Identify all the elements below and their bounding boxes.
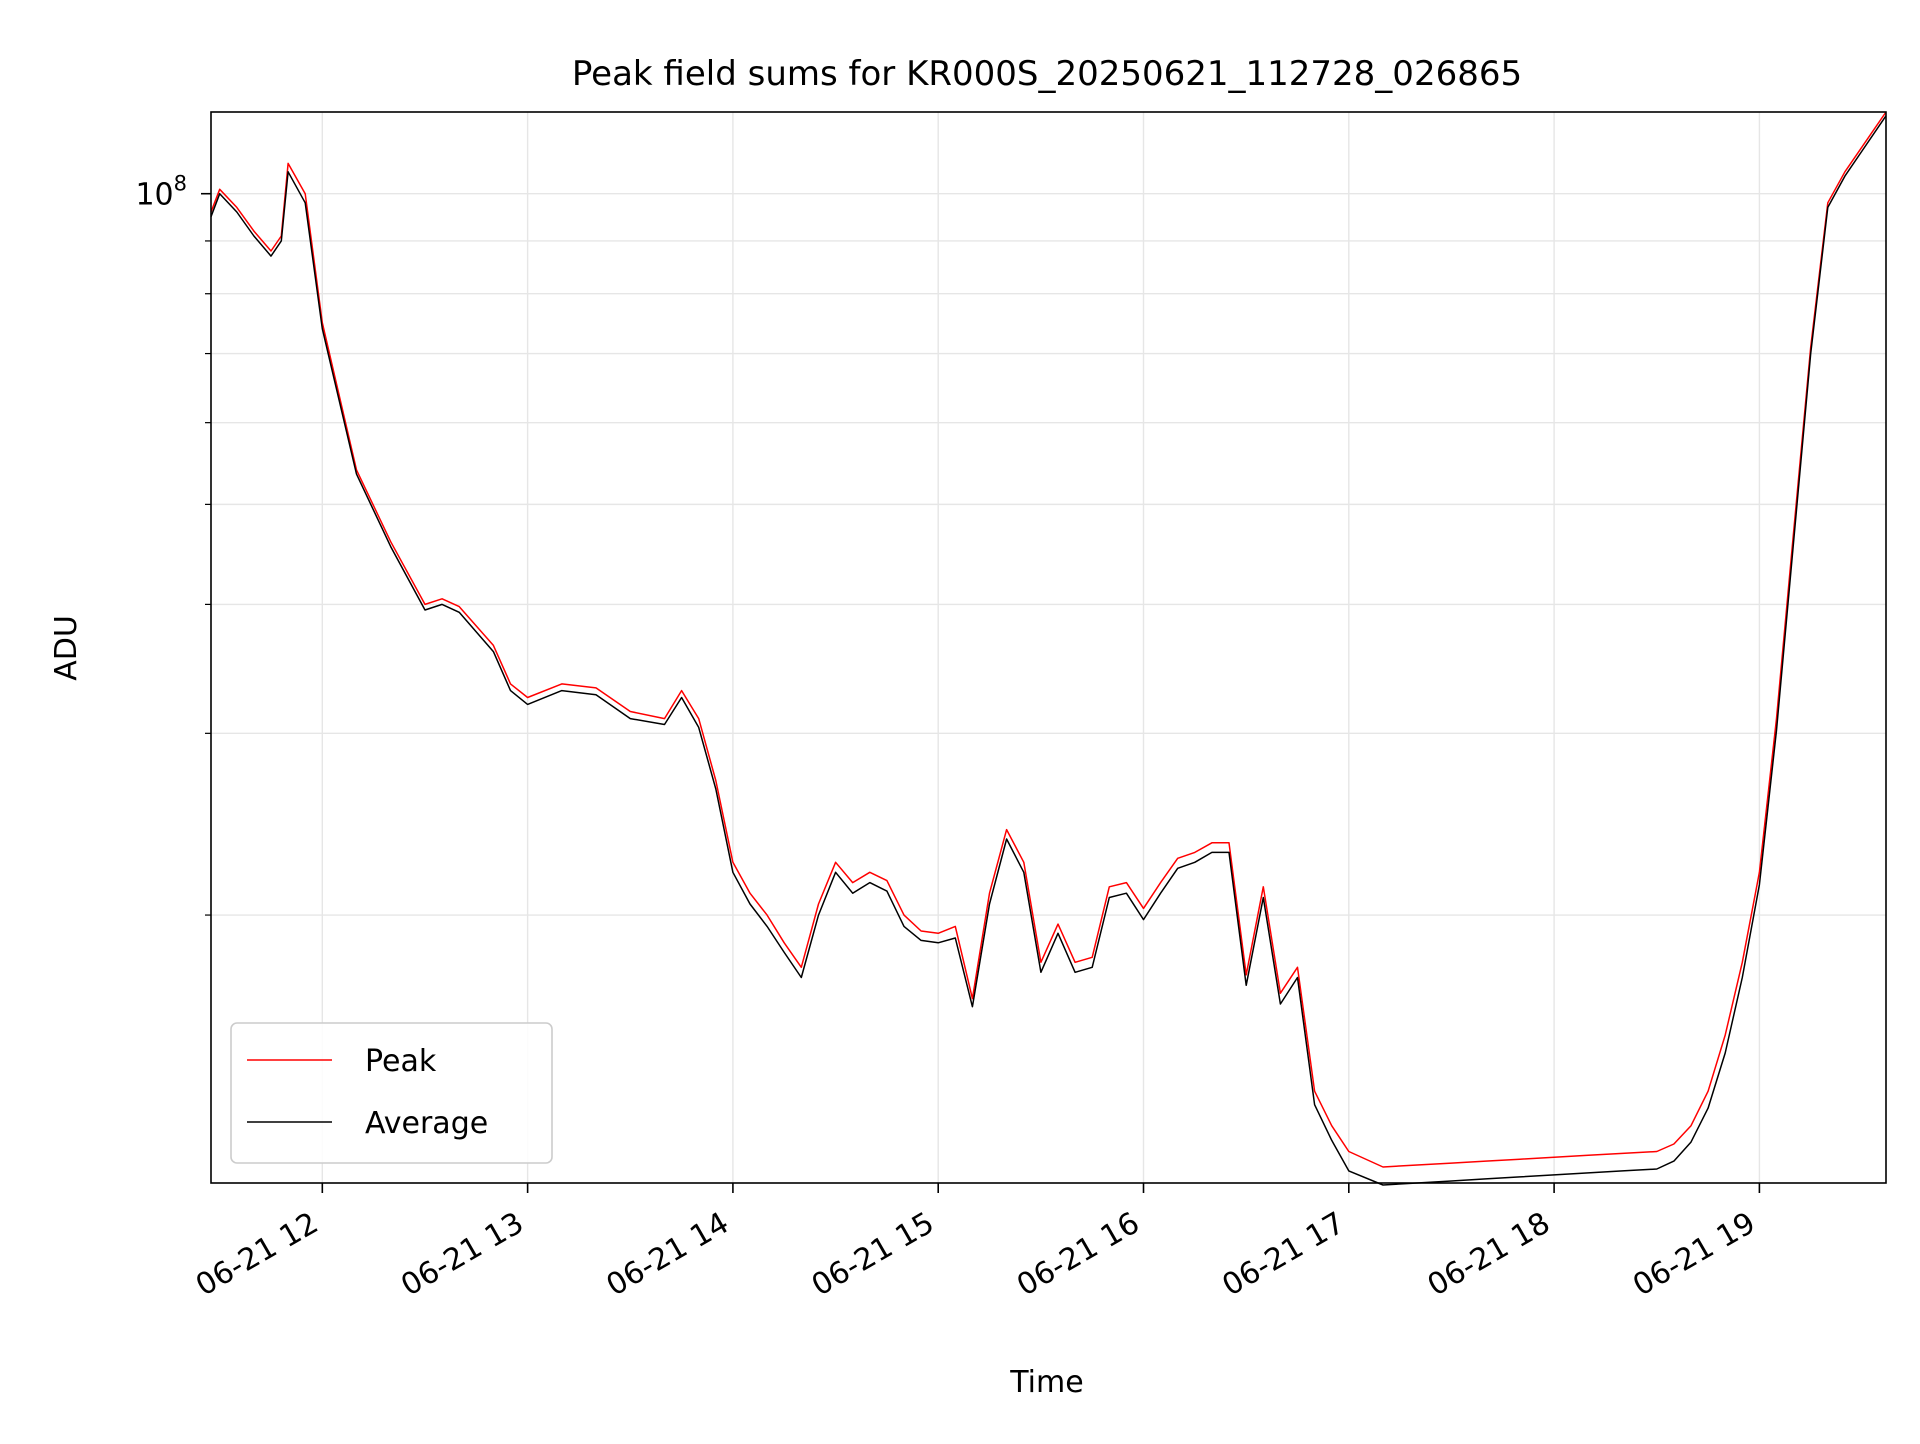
- legend-box: [230, 1022, 553, 1164]
- legend-peak-label: Peak: [365, 1044, 437, 1079]
- legend-average-label: Average: [365, 1106, 488, 1141]
- series-line-peak: [210, 111, 1887, 1168]
- plot-area-frame: [210, 111, 1887, 1184]
- grid-lines: [211, 112, 1886, 1183]
- y-axis-label: ADU: [49, 615, 84, 681]
- series-lines: [210, 111, 1887, 1186]
- x-axis-label: Time: [1009, 1365, 1083, 1400]
- y-tick-label: 108: [135, 172, 187, 213]
- chart-title: Peak field sums for KR000S_20250621_1127…: [572, 54, 1522, 94]
- legend: Peak Average: [230, 1022, 553, 1164]
- series-line-average: [210, 115, 1887, 1186]
